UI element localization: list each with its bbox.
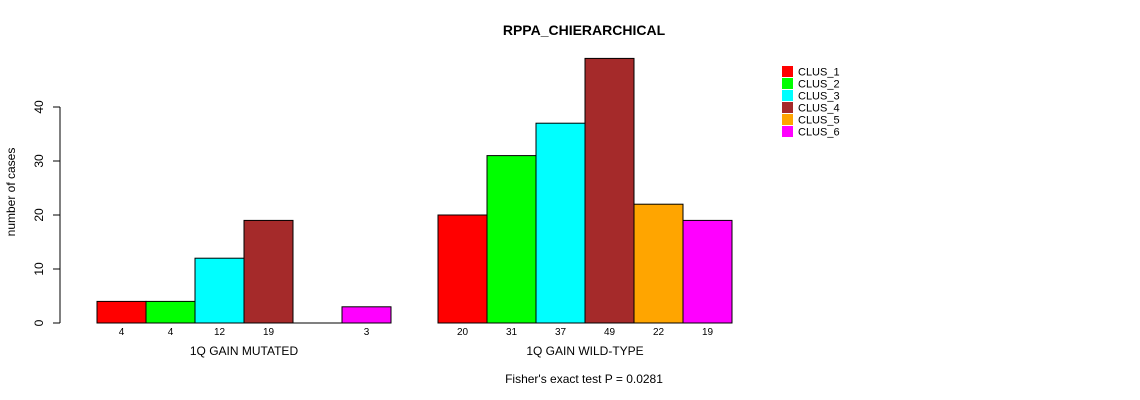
y-tick-label: 0	[32, 319, 46, 326]
bar-count-label: 19	[702, 327, 714, 338]
legend-swatch	[782, 78, 793, 89]
bar-clus-3-group-2	[535, 122, 586, 324]
legend-swatch	[782, 66, 793, 77]
y-tick-label: 30	[32, 154, 46, 168]
bar-count-label: 4	[119, 327, 125, 338]
bar-clus-4-group-1	[243, 219, 294, 324]
fisher-test-footnote: Fisher's exact test P = 0.0281	[505, 372, 663, 386]
legend-entry: CLUS_6	[798, 127, 840, 139]
bar-clus-6-group-2	[682, 219, 733, 324]
bar-count-label: 4	[168, 327, 174, 338]
group-label: 1Q GAIN WILD-TYPE	[526, 344, 643, 358]
y-axis: 0 10 20 30 40	[32, 100, 61, 326]
bar-count-label: 3	[364, 327, 370, 338]
legend-swatch	[782, 114, 793, 125]
group-label: 1Q GAIN MUTATED	[190, 344, 299, 358]
legend-swatch	[782, 90, 793, 101]
bar-clus-6-group-1	[341, 306, 392, 324]
legend-entry: CLUS_3	[798, 91, 840, 103]
bar-count-label: 31	[506, 327, 518, 338]
legend-entry: CLUS_4	[798, 103, 840, 115]
legend-entry: CLUS_5	[798, 115, 840, 127]
y-axis-label: number of cases	[4, 148, 18, 237]
bar-count-label: 49	[604, 327, 616, 338]
legend-swatch	[782, 126, 793, 137]
bars	[96, 57, 733, 324]
y-tick-label: 10	[32, 262, 46, 276]
bar-count-label: 22	[653, 327, 665, 338]
legend-entry: CLUS_2	[798, 79, 840, 91]
bar-clus-2-group-1	[145, 300, 196, 324]
bar-clus-1-group-2	[437, 214, 488, 324]
bar-count-label: 12	[214, 327, 226, 338]
legend-entry: CLUS_1	[798, 67, 840, 79]
bar-clus-3-group-1	[194, 257, 245, 324]
bar-count-label: 37	[555, 327, 567, 338]
bar-clus-1-group-1	[96, 300, 147, 324]
bar-clus-5-group-2	[633, 203, 684, 324]
bar-clus-2-group-2	[486, 155, 537, 324]
group-labels: 1Q GAIN MUTATED 1Q GAIN WILD-TYPE	[190, 344, 644, 358]
count-labels: 4 4 12 19 3 20 31 37 49 22 19	[119, 327, 714, 338]
y-tick-label: 40	[32, 100, 46, 114]
y-tick-label: 20	[32, 208, 46, 222]
bar-count-label: 19	[263, 327, 275, 338]
legend-swatch	[782, 102, 793, 113]
chart-title: RPPA_CHIERARCHICAL	[503, 22, 666, 38]
bar-count-label: 20	[457, 327, 469, 338]
bar-clus-4-group-2	[584, 57, 635, 324]
